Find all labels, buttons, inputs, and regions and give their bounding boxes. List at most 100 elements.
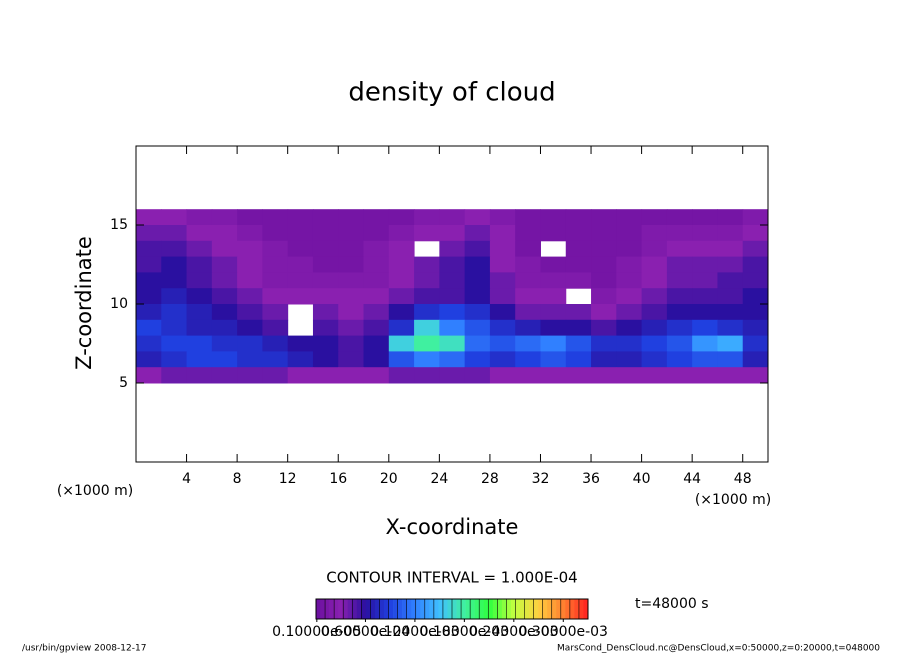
colorbar-segment <box>424 599 430 619</box>
heat-cell <box>262 209 289 226</box>
heat-cell <box>641 240 668 258</box>
heat-cell <box>641 288 668 305</box>
heat-cell <box>717 225 744 242</box>
heat-cell <box>717 335 744 352</box>
x-tick-label: 4 <box>182 471 191 487</box>
colorbar-segment <box>338 599 344 619</box>
colorbar-segment <box>393 599 398 619</box>
colorbar-segment <box>542 599 548 619</box>
heat-cell <box>237 225 263 242</box>
heat-cell <box>136 209 162 226</box>
heat-cell <box>161 272 188 289</box>
colorbar-segment <box>524 599 530 619</box>
heat-cell <box>641 319 668 337</box>
heat-cell <box>237 288 263 305</box>
heat-cell <box>464 288 491 305</box>
heat-cell <box>136 367 162 384</box>
colorbar-segment <box>411 599 417 619</box>
colorbar-segment <box>429 599 435 619</box>
heat-cell <box>717 304 744 321</box>
heat-cell <box>616 225 643 242</box>
heat-cell <box>388 335 415 352</box>
heat-cell <box>489 209 516 226</box>
heat-cell <box>338 209 365 226</box>
heat-cell <box>388 209 415 226</box>
heat-cell <box>666 225 693 242</box>
heat-cell <box>262 351 289 368</box>
colorbar-segment <box>520 599 525 619</box>
heat-cell <box>287 367 314 384</box>
heat-cell <box>464 209 491 226</box>
x-tick-label: 28 <box>481 471 499 487</box>
heat-cell <box>616 272 643 289</box>
colorbar-segment <box>538 599 543 619</box>
heat-cell <box>489 256 516 273</box>
heat-cell <box>515 335 541 352</box>
heat-cell <box>540 225 567 242</box>
heat-cell <box>591 225 617 242</box>
heat-cell <box>692 319 718 337</box>
heat-cell <box>439 351 466 368</box>
heat-cell <box>641 272 668 289</box>
heat-cell <box>186 272 213 289</box>
colorbar-segment <box>325 599 330 619</box>
heat-cell <box>616 240 643 258</box>
heat-cell <box>692 256 718 273</box>
heat-cell <box>388 367 415 384</box>
heat-cell <box>186 240 213 258</box>
heat-cell <box>565 209 592 226</box>
heat-cell <box>312 304 339 321</box>
colorbar-segment <box>365 599 371 619</box>
heat-cell <box>363 288 390 305</box>
heat-cell <box>717 351 744 368</box>
colorbar-tick-label: 0.10000e-05 <box>272 624 361 640</box>
heat-cell <box>616 209 643 226</box>
heat-cell <box>211 209 238 226</box>
heat-cell <box>237 209 263 226</box>
heat-cell <box>136 256 162 273</box>
time-label: t=48000 s <box>635 596 709 612</box>
heat-cell <box>565 335 592 352</box>
colorbar-segment <box>510 599 516 619</box>
heat-cell <box>287 209 314 226</box>
heat-cell <box>287 335 314 352</box>
heat-cell <box>616 256 643 273</box>
heat-cell <box>742 367 769 384</box>
heat-cell <box>414 288 440 305</box>
colorbar-segment <box>397 599 403 619</box>
colorbar-segment <box>374 599 380 619</box>
heat-cell <box>338 288 365 305</box>
heat-cell <box>338 225 365 242</box>
heat-cell <box>641 209 668 226</box>
heat-cell <box>515 209 541 226</box>
heat-cell <box>287 351 314 368</box>
heat-cell <box>439 367 466 384</box>
heat-cell <box>186 288 213 305</box>
plot-area: 4 8 12 16 20 24 28 32 36 40 44 48510150.10000e-050.… <box>110 145 769 640</box>
heat-cell <box>161 335 188 352</box>
heat-cell <box>338 304 365 321</box>
colorbar-segment <box>402 599 407 619</box>
heat-cell <box>616 319 643 337</box>
colorbar-segment <box>406 599 412 619</box>
heat-cell <box>439 304 466 321</box>
colorbar-tick-label: 0.24000e-03 <box>469 624 558 640</box>
y-unit: (×1000 m) <box>57 483 133 499</box>
heat-cell <box>338 256 365 273</box>
heat-cell <box>565 319 592 337</box>
heat-cell <box>262 272 289 289</box>
heat-cell <box>489 319 516 337</box>
heat-cell <box>439 240 466 258</box>
heat-cell <box>616 288 643 305</box>
heat-cell <box>565 304 592 321</box>
heat-cell <box>237 351 263 368</box>
heat-cell <box>363 304 390 321</box>
heat-cell <box>388 304 415 321</box>
heat-cell <box>312 209 339 226</box>
colorbar-segment <box>547 599 553 619</box>
colorbar-segment <box>470 599 475 619</box>
colorbar-segment <box>501 599 507 619</box>
heat-cell <box>464 256 491 273</box>
heat-cell <box>262 304 289 321</box>
x-tick-label: 36 <box>582 471 600 487</box>
